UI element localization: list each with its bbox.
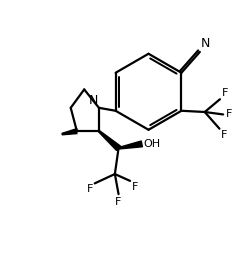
Text: F: F <box>226 110 232 119</box>
Text: F: F <box>115 196 122 207</box>
Text: F: F <box>221 130 227 140</box>
Text: F: F <box>221 88 228 98</box>
Polygon shape <box>62 129 77 135</box>
Text: F: F <box>132 182 138 192</box>
Text: N: N <box>89 94 98 107</box>
Polygon shape <box>118 141 142 149</box>
Text: F: F <box>86 184 93 194</box>
Polygon shape <box>98 130 121 150</box>
Text: OH: OH <box>144 139 161 149</box>
Text: N: N <box>201 37 211 51</box>
